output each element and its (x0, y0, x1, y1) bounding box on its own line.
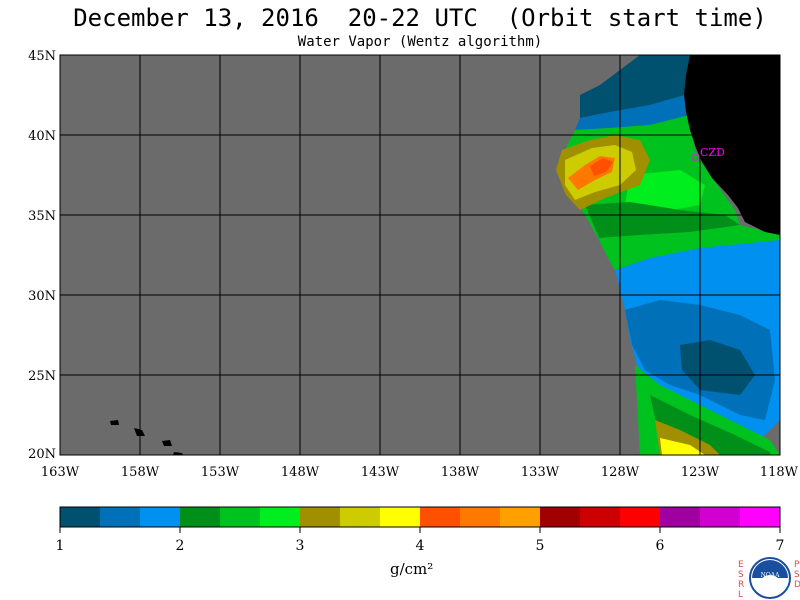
colorbar-tick-label: 6 (656, 538, 665, 554)
colorbar-tick-label: 4 (416, 538, 425, 554)
colorbar-swatch (620, 507, 660, 527)
colorbar-swatch (340, 507, 380, 527)
colorbar-swatch (60, 507, 100, 527)
logo-name: NOAA (761, 572, 781, 579)
colorbar-swatch (580, 507, 620, 527)
latitude-label: 25N (28, 369, 56, 384)
colorbar-swatch (700, 507, 740, 527)
colorbar-tick-label: 3 (296, 538, 305, 554)
latitude-label: 35N (28, 209, 56, 224)
colorbar-swatch (540, 507, 580, 527)
swath-yellow-south (660, 438, 705, 455)
colorbar-swatch (100, 507, 140, 527)
colorbar-swatch (420, 507, 460, 527)
swath-bright-green-patch (625, 170, 705, 212)
colorbar-swatch (460, 507, 500, 527)
north-america-land (684, 55, 780, 235)
colorbar-swatch (180, 507, 220, 527)
lat-lon-grid (60, 55, 780, 455)
station-marker: CZD (692, 146, 725, 161)
longitude-label: 163W (41, 465, 80, 480)
swath-green-mid (598, 225, 780, 270)
hawaii-island-1 (110, 420, 119, 425)
colorbar-tick-label: 5 (536, 538, 545, 554)
swath-blue-north (575, 95, 690, 130)
latitude-label: 30N (28, 289, 56, 304)
colorbar-swatch (660, 507, 700, 527)
swath-dark-blue-south (680, 340, 755, 395)
longitude-label: 143W (361, 465, 400, 480)
latitude-label: 20N (28, 447, 56, 462)
map-subtitle: Water Vapor (Wentz algorithm) (297, 34, 543, 50)
colorbar-swatch (260, 507, 300, 527)
latitude-label: 40N (28, 129, 56, 144)
map-frame (59, 54, 781, 456)
longitude-label: 158W (121, 465, 160, 480)
colorbar-tick-label: 1 (56, 538, 65, 554)
colorbar-tick-label: 7 (776, 538, 785, 554)
colorbar-tick-label: 2 (176, 538, 185, 554)
hawaii-island-4 (173, 452, 183, 455)
longitude-label: 138W (441, 465, 480, 480)
colorbar-swatch (380, 507, 420, 527)
longitude-label: 118W (760, 465, 799, 480)
colorbar-swatch (220, 507, 260, 527)
colorbar-unit: g/cm² (390, 560, 434, 578)
longitude-labels: 163W 158W 153W 148W 143W 138W 133W 128W 123W 118W (41, 465, 799, 480)
colorbar-swatch (740, 507, 780, 527)
noaa-emblem-icon: NOAA (749, 557, 791, 599)
station-label: CZD (700, 146, 725, 159)
hawaii-island-3 (162, 440, 172, 446)
station-marker-box (692, 154, 699, 161)
colorbar-swatch (140, 507, 180, 527)
longitude-label: 133W (521, 465, 560, 480)
swath-dark-green-band (585, 202, 740, 240)
latitude-labels: 45N 40N 35N 30N 25N 20N (28, 49, 56, 462)
latitude-label: 45N (28, 49, 56, 64)
colorbar-swatch (300, 507, 340, 527)
colorbar-swatch (500, 507, 540, 527)
swath-deep-orange-core (590, 158, 613, 176)
longitude-label: 148W (281, 465, 320, 480)
longitude-label: 153W (201, 465, 240, 480)
longitude-label: 128W (601, 465, 640, 480)
colorbar (59, 506, 781, 528)
swath-dark-blue-north (580, 55, 690, 118)
colorbar-ticks: 1 2 3 4 5 6 7 (56, 527, 785, 554)
map-title: December 13, 2016 20-22 UTC (Orbit start… (73, 4, 767, 32)
longitude-label: 123W (681, 465, 720, 480)
